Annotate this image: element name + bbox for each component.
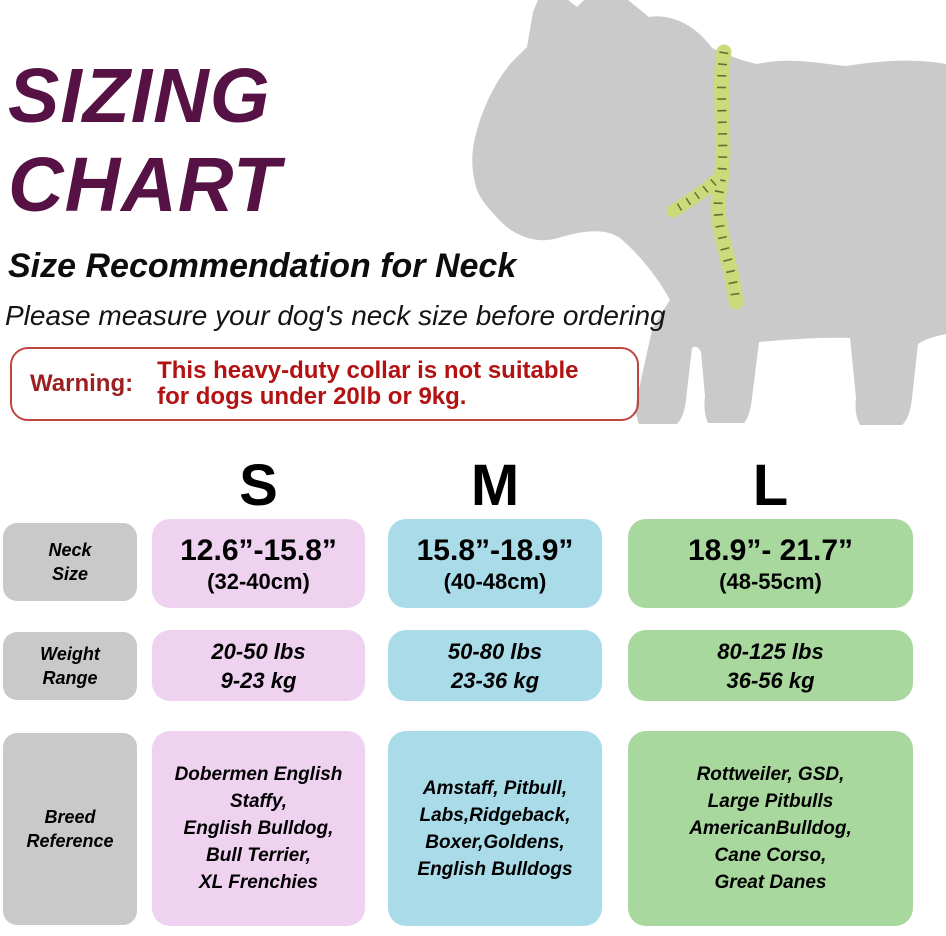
size-header-s: S bbox=[239, 453, 278, 518]
neck-size-cm-m: (40-48cm) bbox=[443, 569, 547, 594]
page-title-line-1: SIZING bbox=[8, 53, 271, 139]
weight-lbs-s: 20-50 lbs bbox=[211, 638, 306, 664]
neck-size-cm-l: (48-55cm) bbox=[719, 569, 822, 594]
weight-kg-l: 36-56 kg bbox=[726, 667, 815, 693]
row-label-neck-size: Neck Size bbox=[3, 523, 137, 601]
size-header-m: M bbox=[470, 453, 520, 518]
page-title-line-2: CHART bbox=[8, 142, 282, 228]
page-title: SIZING CHART bbox=[8, 52, 281, 230]
row-label-weight-range: Weight Range bbox=[3, 632, 137, 700]
neck-size-inches-s: 12.6”-15.8” bbox=[180, 534, 337, 567]
dog-illustration bbox=[472, 0, 946, 425]
weight-kg-m: 23-36 kg bbox=[450, 667, 540, 693]
weight-kg-s: 9-23 kg bbox=[220, 667, 297, 693]
breed-reference-cell-s: Dobermen English Staffy, English Bulldog… bbox=[152, 731, 365, 926]
measure-instruction: Please measure your dog's neck size befo… bbox=[5, 300, 666, 331]
breed-list-l: Rottweiler, GSD, Large Pitbulls American… bbox=[689, 764, 852, 893]
breed-list-s: Dobermen English Staffy, English Bulldog… bbox=[174, 764, 343, 893]
page-subtitle: Size Recommendation for Neck bbox=[8, 247, 517, 285]
warning-message: This heavy-duty collar is not suitable f… bbox=[157, 357, 579, 410]
weight-lbs-m: 50-80 lbs bbox=[447, 638, 543, 664]
neck-size-cell-l: 18.9”- 21.7” (48-55cm) bbox=[628, 519, 913, 608]
breed-reference-cell-m: Amstaff, Pitbull, Labs,Ridgeback, Boxer,… bbox=[388, 731, 602, 926]
breed-list-m: Amstaff, Pitbull, Labs,Ridgeback, Boxer,… bbox=[417, 777, 573, 880]
row-label-breed-reference: Breed Reference bbox=[3, 733, 137, 925]
warning-label: Warning: bbox=[30, 370, 134, 397]
neck-size-inches-m: 15.8”-18.9” bbox=[416, 534, 574, 567]
neck-size-cell-s: 12.6”-15.8” (32-40cm) bbox=[152, 519, 365, 608]
neck-size-cm-s: (32-40cm) bbox=[207, 569, 310, 594]
warning-box: Warning: This heavy-duty collar is not s… bbox=[10, 347, 639, 421]
neck-size-inches-l: 18.9”- 21.7” bbox=[687, 534, 854, 567]
weight-range-cell-m: 50-80 lbs 23-36 kg bbox=[388, 630, 602, 701]
size-header-l: L bbox=[752, 453, 789, 518]
weight-range-cell-s: 20-50 lbs 9-23 kg bbox=[152, 630, 365, 701]
neck-size-cell-m: 15.8”-18.9” (40-48cm) bbox=[388, 519, 602, 608]
weight-range-cell-l: 80-125 lbs 36-56 kg bbox=[628, 630, 913, 701]
weight-lbs-l: 80-125 lbs bbox=[717, 638, 824, 664]
breed-reference-cell-l: Rottweiler, GSD, Large Pitbulls American… bbox=[628, 731, 913, 926]
measuring-tape-icon bbox=[666, 44, 744, 310]
dog-silhouette-icon bbox=[472, 0, 946, 425]
